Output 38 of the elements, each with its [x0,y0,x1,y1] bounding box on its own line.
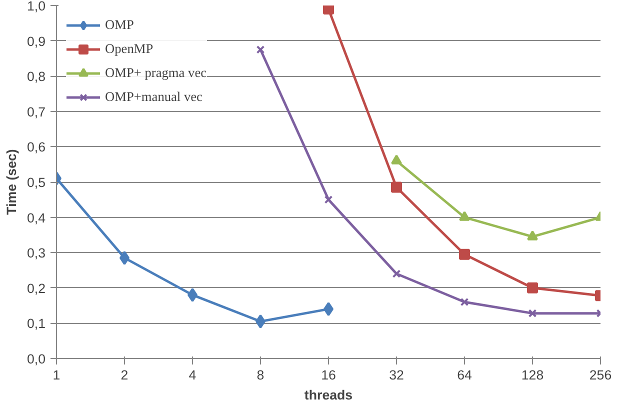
legend-label: OMP [105,17,134,33]
legend-label: OMP+manual vec [105,89,202,105]
x-tick-label: 16 [321,368,336,382]
point [528,309,537,318]
x-tick-label: 1 [52,368,60,382]
y-tick-label: 0,4 [26,210,46,226]
point [459,211,470,221]
y-tick-label: 0,3 [26,246,46,261]
x-tick-label: 2 [120,368,128,382]
y-axis-title: Time (sec) [4,149,19,215]
x-axis-title: threads [304,388,353,402]
point [391,182,402,193]
y-tick-label: 0,5 [26,175,46,190]
point [459,248,470,260]
y-tick-label: 1,0 [26,0,46,14]
x-tick-label: 8 [256,368,264,382]
point [527,282,538,294]
legend-label: OMP+ pragma vec [105,65,207,81]
x-tick-label: 32 [389,368,404,382]
legend-label: OpenMP [105,41,154,57]
y-tick-label: 0,7 [26,104,46,120]
y-tick-label: 0,0 [26,352,46,366]
point [460,298,469,306]
point [527,230,538,240]
y-tick-label: 0,1 [26,316,46,332]
x-tick-label: 128 [521,368,544,382]
point [323,6,334,15]
point [324,195,333,204]
x-tick-label: 256 [589,368,612,382]
x-tick-label: 64 [457,368,472,382]
point [391,154,402,164]
y-tick-label: 0,9 [26,34,46,49]
y-tick-label: 0,2 [26,280,46,296]
y-tick-label: 0,6 [26,140,46,155]
y-tick-label: 0,8 [26,69,46,84]
point [256,45,265,54]
point [392,270,401,278]
x-tick-label: 4 [188,368,197,382]
